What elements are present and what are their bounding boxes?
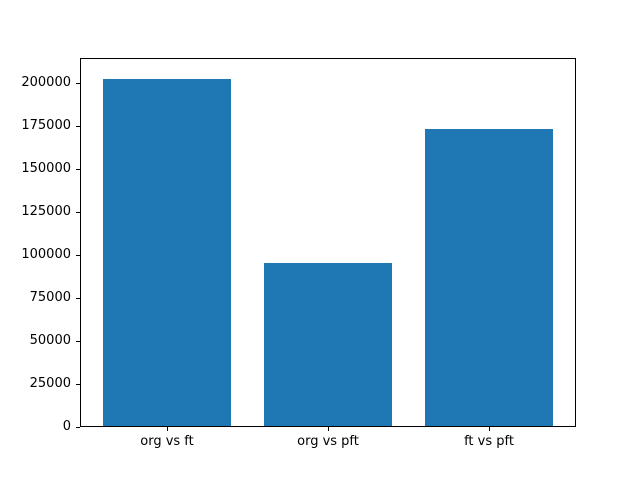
y-tick-mark bbox=[76, 427, 80, 428]
y-tick-label: 100000 bbox=[21, 246, 71, 262]
plot-area: 0 25000 50000 75000 100000 125000 150000 175000… bbox=[21, 58, 576, 449]
y-tick-mark bbox=[76, 383, 80, 385]
y-tick-mark bbox=[76, 168, 80, 170]
bar-org-vs-ft bbox=[102, 79, 232, 427]
y-tick-label: 50000 bbox=[29, 332, 71, 348]
y-tick-label: 125000 bbox=[21, 203, 71, 219]
y-tick-label: 75000 bbox=[29, 289, 71, 305]
y-tick-label: 200000 bbox=[21, 74, 71, 90]
x-tick-label: org vs pft bbox=[297, 434, 359, 449]
y-tick-label: 175000 bbox=[21, 117, 71, 133]
x-tick-label: org vs ft bbox=[140, 434, 194, 449]
y-tick-mark bbox=[76, 340, 80, 342]
x-tick-mark bbox=[489, 427, 490, 431]
y-tick-mark bbox=[76, 211, 80, 213]
bar-org-vs-pft bbox=[263, 263, 393, 427]
y-tick-label: 150000 bbox=[21, 160, 71, 176]
y-tick-mark bbox=[76, 82, 80, 84]
y-tick-label: 0 bbox=[62, 419, 71, 434]
x-tick-mark bbox=[328, 427, 329, 431]
y-tick-label: 25000 bbox=[29, 375, 71, 391]
y-tick-mark bbox=[76, 297, 80, 299]
y-tick-mark bbox=[76, 125, 80, 127]
x-tick-label: ft vs pft bbox=[464, 434, 514, 449]
y-tick-mark bbox=[76, 254, 80, 256]
bar-ft-vs-pft bbox=[424, 129, 554, 427]
x-tick-mark bbox=[167, 427, 168, 431]
